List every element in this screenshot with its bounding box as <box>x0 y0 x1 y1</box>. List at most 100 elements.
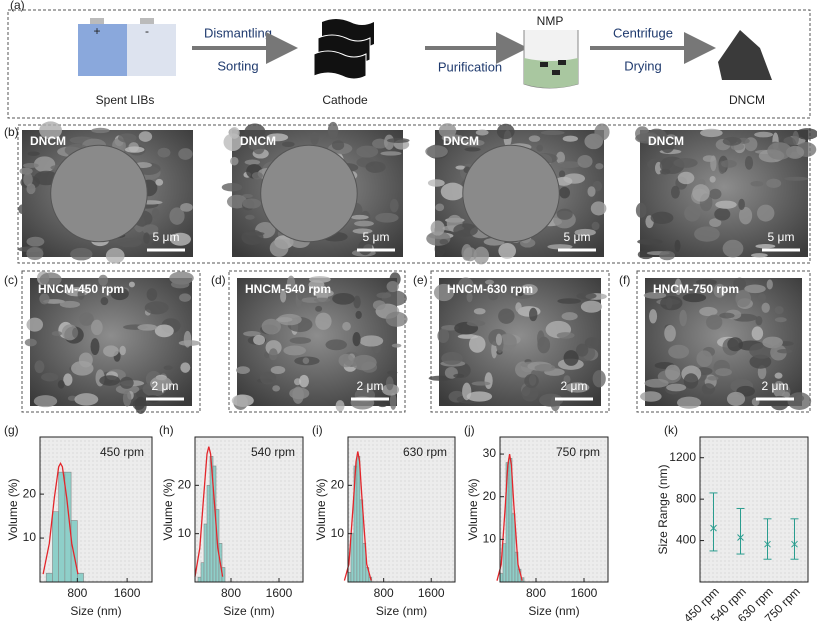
bar <box>77 572 84 583</box>
x-tick-label: 1600 <box>571 586 598 600</box>
bar <box>52 511 59 583</box>
sem-grain <box>563 350 579 366</box>
sem-grain <box>387 370 398 375</box>
sem-grain <box>71 360 94 376</box>
sem-grain <box>643 292 667 299</box>
sem-grain <box>63 373 73 386</box>
sem-grain <box>178 340 201 346</box>
sem-grain <box>699 306 718 317</box>
sem-grain <box>709 175 716 183</box>
point <box>764 540 771 548</box>
sem-grain <box>637 238 663 245</box>
sem-grain <box>755 315 763 326</box>
sem-grain <box>51 331 63 337</box>
sem-grain <box>39 293 50 305</box>
sem-grain <box>354 220 374 227</box>
sem-grain <box>495 333 503 346</box>
sem-grain <box>59 300 81 308</box>
sem-grain <box>110 287 129 301</box>
bar <box>206 485 211 583</box>
sem-grain <box>325 339 347 351</box>
sem-grain <box>673 157 698 168</box>
panel-label: (c) <box>4 273 18 287</box>
x-axis-label: Size (nm) <box>223 604 274 618</box>
sem-grain <box>281 141 295 148</box>
panel-label: (f) <box>619 273 630 287</box>
sem-grain <box>143 232 150 244</box>
sem-grain <box>466 320 486 327</box>
sem-grain <box>650 211 674 225</box>
sem-grain <box>466 391 493 402</box>
sem-grain <box>90 338 100 356</box>
sem-grain <box>169 207 185 225</box>
y-tick-label: 800 <box>676 491 696 505</box>
sem-grain <box>385 311 408 327</box>
axes-frame <box>39 436 153 583</box>
sem-grain <box>272 385 281 392</box>
sem-grain <box>180 362 191 373</box>
sem-grain <box>594 123 610 141</box>
sem-grain <box>296 283 304 301</box>
step-text: Purification <box>438 59 502 74</box>
image-label: DNCM <box>30 134 66 148</box>
sem-grain <box>559 186 571 199</box>
sem-grain <box>735 290 752 308</box>
sem-grain <box>428 375 453 381</box>
sem-grain <box>635 202 647 218</box>
panel-frame <box>21 270 201 413</box>
point <box>710 524 717 532</box>
sem-grain <box>795 128 817 140</box>
sem-grain <box>528 135 541 142</box>
sem-grain <box>332 292 355 305</box>
sem-grain <box>556 332 575 339</box>
image-label: HNCM-450 rpm <box>38 282 124 296</box>
x-tick-label: 800 <box>526 586 546 600</box>
sem-grain <box>644 378 669 388</box>
x-axis-label: Size (nm) <box>528 604 579 618</box>
panel-label: (j) <box>464 423 475 437</box>
sem-grain <box>389 198 399 213</box>
sem-grain <box>595 163 604 170</box>
sem-grain <box>98 274 109 286</box>
sem-grain <box>469 335 486 353</box>
sem-grain <box>117 133 137 143</box>
step-text: Drying <box>624 58 662 73</box>
sem-grain <box>770 344 787 361</box>
sem-grain <box>137 324 158 331</box>
sem-grain <box>696 350 713 368</box>
sem-grain <box>684 205 701 222</box>
panel-frame <box>636 270 811 413</box>
step-label: DNCM <box>729 93 765 107</box>
sem-grain <box>766 178 782 189</box>
y-tick-label: 30 <box>483 446 497 460</box>
sem-grain <box>435 203 445 212</box>
sem-grain <box>377 402 388 408</box>
sem-grain <box>521 384 539 402</box>
sem-grain <box>33 156 56 173</box>
sem-grain <box>119 376 134 389</box>
sem-grain <box>659 250 675 261</box>
sem-grain <box>766 279 773 290</box>
sem-grain <box>26 317 44 332</box>
sem-grain <box>178 148 193 160</box>
sem-grain <box>310 131 319 145</box>
sem-grain <box>774 317 787 323</box>
sem-grain <box>715 200 737 209</box>
sem-grain <box>441 134 465 142</box>
sem-grain <box>715 368 732 377</box>
sem-grain <box>701 383 715 395</box>
step-label: Cathode <box>322 93 368 107</box>
sem-grain <box>79 312 94 326</box>
sem-grain <box>100 297 109 306</box>
sem-grain <box>649 309 658 324</box>
sem-grain <box>722 239 744 258</box>
sem-grain <box>659 168 671 175</box>
sem-grain <box>359 335 384 347</box>
annotation: 750 rpm <box>556 445 600 459</box>
point <box>737 534 744 541</box>
plot-area <box>700 437 808 582</box>
bar <box>502 543 507 583</box>
sem-grain <box>455 165 466 170</box>
sem-grain <box>464 147 481 152</box>
sem-grain <box>23 163 39 168</box>
